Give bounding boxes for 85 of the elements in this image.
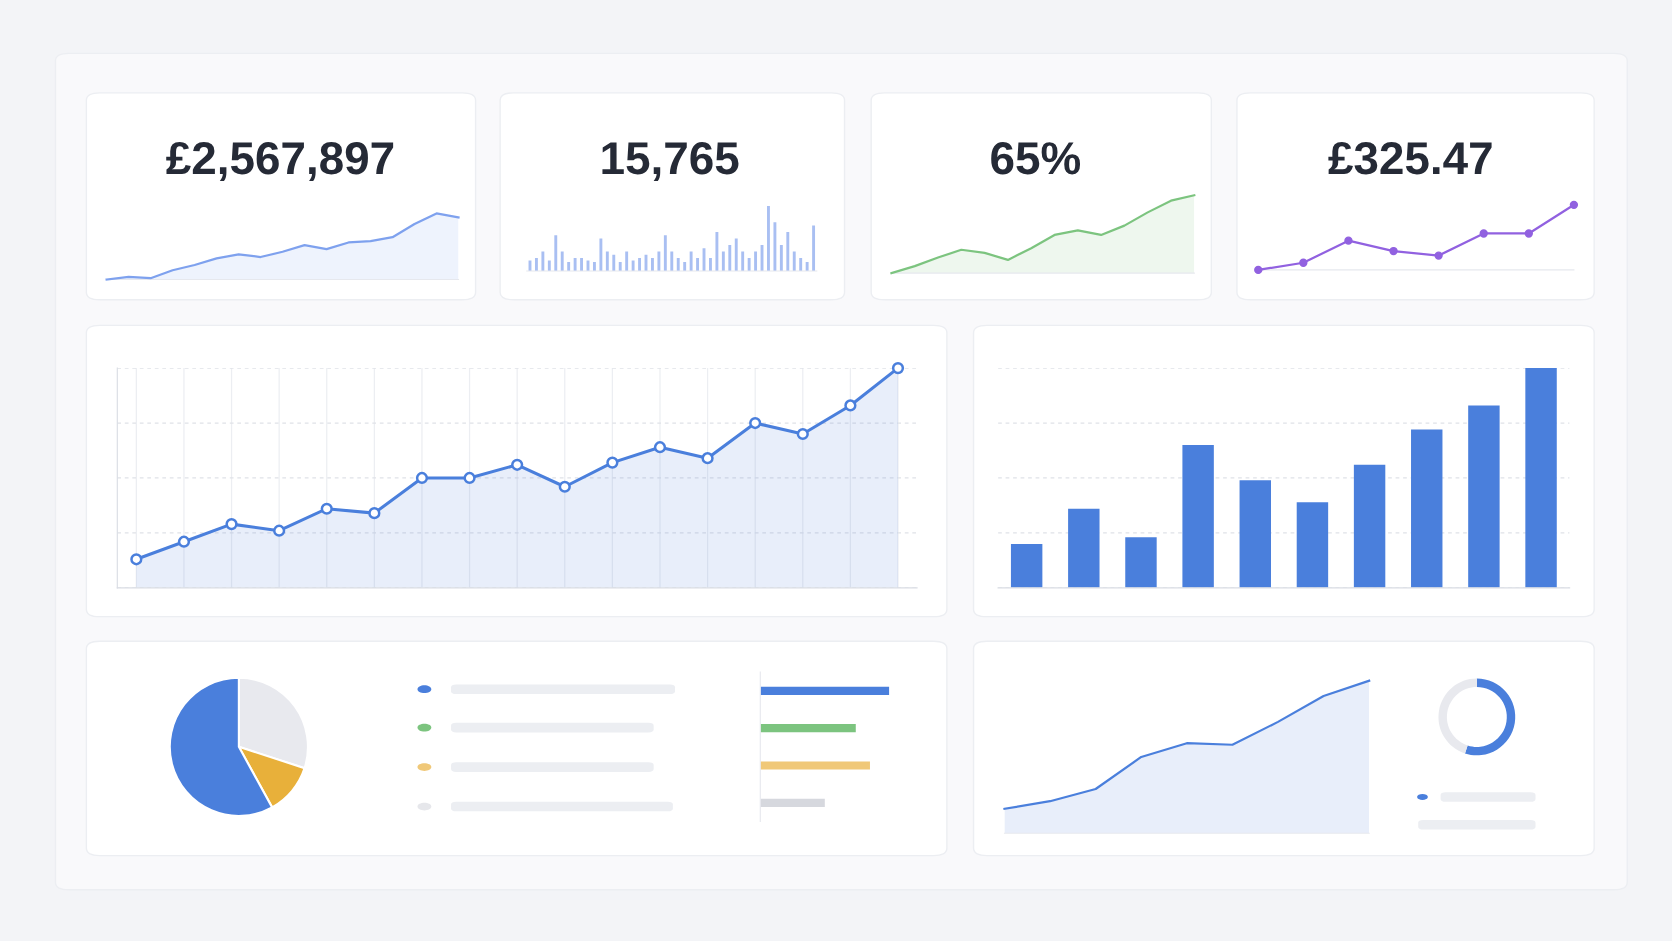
bar: [786, 231, 790, 271]
point: [701, 452, 714, 465]
bar: [683, 261, 687, 271]
point: [368, 507, 381, 520]
bar: [560, 251, 564, 271]
bar: [812, 225, 816, 271]
bar: [799, 257, 803, 271]
chart-title: £325.47: [1328, 142, 1492, 175]
donut-slice: [1465, 678, 1516, 756]
point: [511, 458, 524, 471]
bar: [554, 235, 558, 271]
point: [177, 535, 191, 548]
bar: [670, 251, 674, 271]
bar: [651, 257, 654, 271]
bar: [747, 257, 751, 271]
bar: [547, 260, 551, 271]
bar: [1411, 429, 1443, 588]
point: [1479, 229, 1488, 238]
point: [463, 471, 476, 485]
bar: [760, 724, 856, 733]
bar: [1182, 445, 1214, 588]
point: [558, 480, 571, 493]
chart-title: £2,567,897: [166, 142, 394, 182]
bar: [715, 231, 719, 271]
bar: [760, 761, 870, 770]
bar: [1353, 464, 1386, 588]
bar: [580, 257, 583, 271]
bar: [760, 686, 890, 695]
bar: [599, 238, 603, 271]
bar: [767, 205, 770, 271]
bar: [734, 238, 738, 271]
point: [1389, 246, 1398, 256]
bar: [696, 257, 700, 271]
bar: [625, 251, 629, 271]
bar: [754, 251, 758, 271]
point: [320, 502, 333, 515]
bar: [638, 257, 642, 271]
point: [273, 524, 286, 537]
bar: [721, 251, 725, 271]
bar: [1010, 543, 1043, 588]
bar: [1068, 508, 1100, 588]
point: [225, 518, 238, 531]
bar: [534, 257, 538, 271]
bar: [728, 244, 732, 271]
bar: [741, 251, 745, 271]
bar: [1525, 368, 1557, 588]
point: [749, 416, 762, 430]
bar: [779, 244, 783, 271]
bar: [1468, 405, 1500, 588]
point: [891, 361, 905, 375]
point: [1524, 229, 1533, 238]
bar: [592, 261, 596, 271]
point: [1299, 258, 1308, 267]
point: [606, 456, 619, 469]
bar: [631, 260, 635, 271]
point: [844, 399, 857, 412]
bar: [612, 254, 616, 271]
bar: [1296, 502, 1329, 588]
bar: [805, 261, 809, 271]
bar: [657, 251, 661, 271]
bar: [1125, 537, 1157, 588]
point: [796, 427, 809, 441]
bar: [773, 222, 777, 271]
point: [1344, 236, 1353, 245]
bar: [541, 251, 545, 271]
bar: [709, 257, 712, 271]
bar: [792, 251, 796, 271]
bar: [676, 257, 680, 271]
point: [653, 441, 667, 454]
bar: [760, 798, 825, 807]
point: [1254, 265, 1263, 275]
chart-title: 15,765: [602, 142, 739, 182]
bar: [605, 251, 609, 271]
bar: [663, 235, 667, 271]
point: [130, 553, 143, 566]
chart-title: 65%: [991, 142, 1081, 175]
bar: [573, 257, 577, 271]
bar: [689, 251, 693, 271]
bar: [1239, 480, 1271, 588]
point: [1569, 200, 1579, 210]
bar: [567, 261, 571, 271]
bar: [618, 261, 622, 271]
point: [415, 471, 429, 485]
point: [1434, 251, 1443, 260]
donut-slice: [1438, 678, 1477, 754]
